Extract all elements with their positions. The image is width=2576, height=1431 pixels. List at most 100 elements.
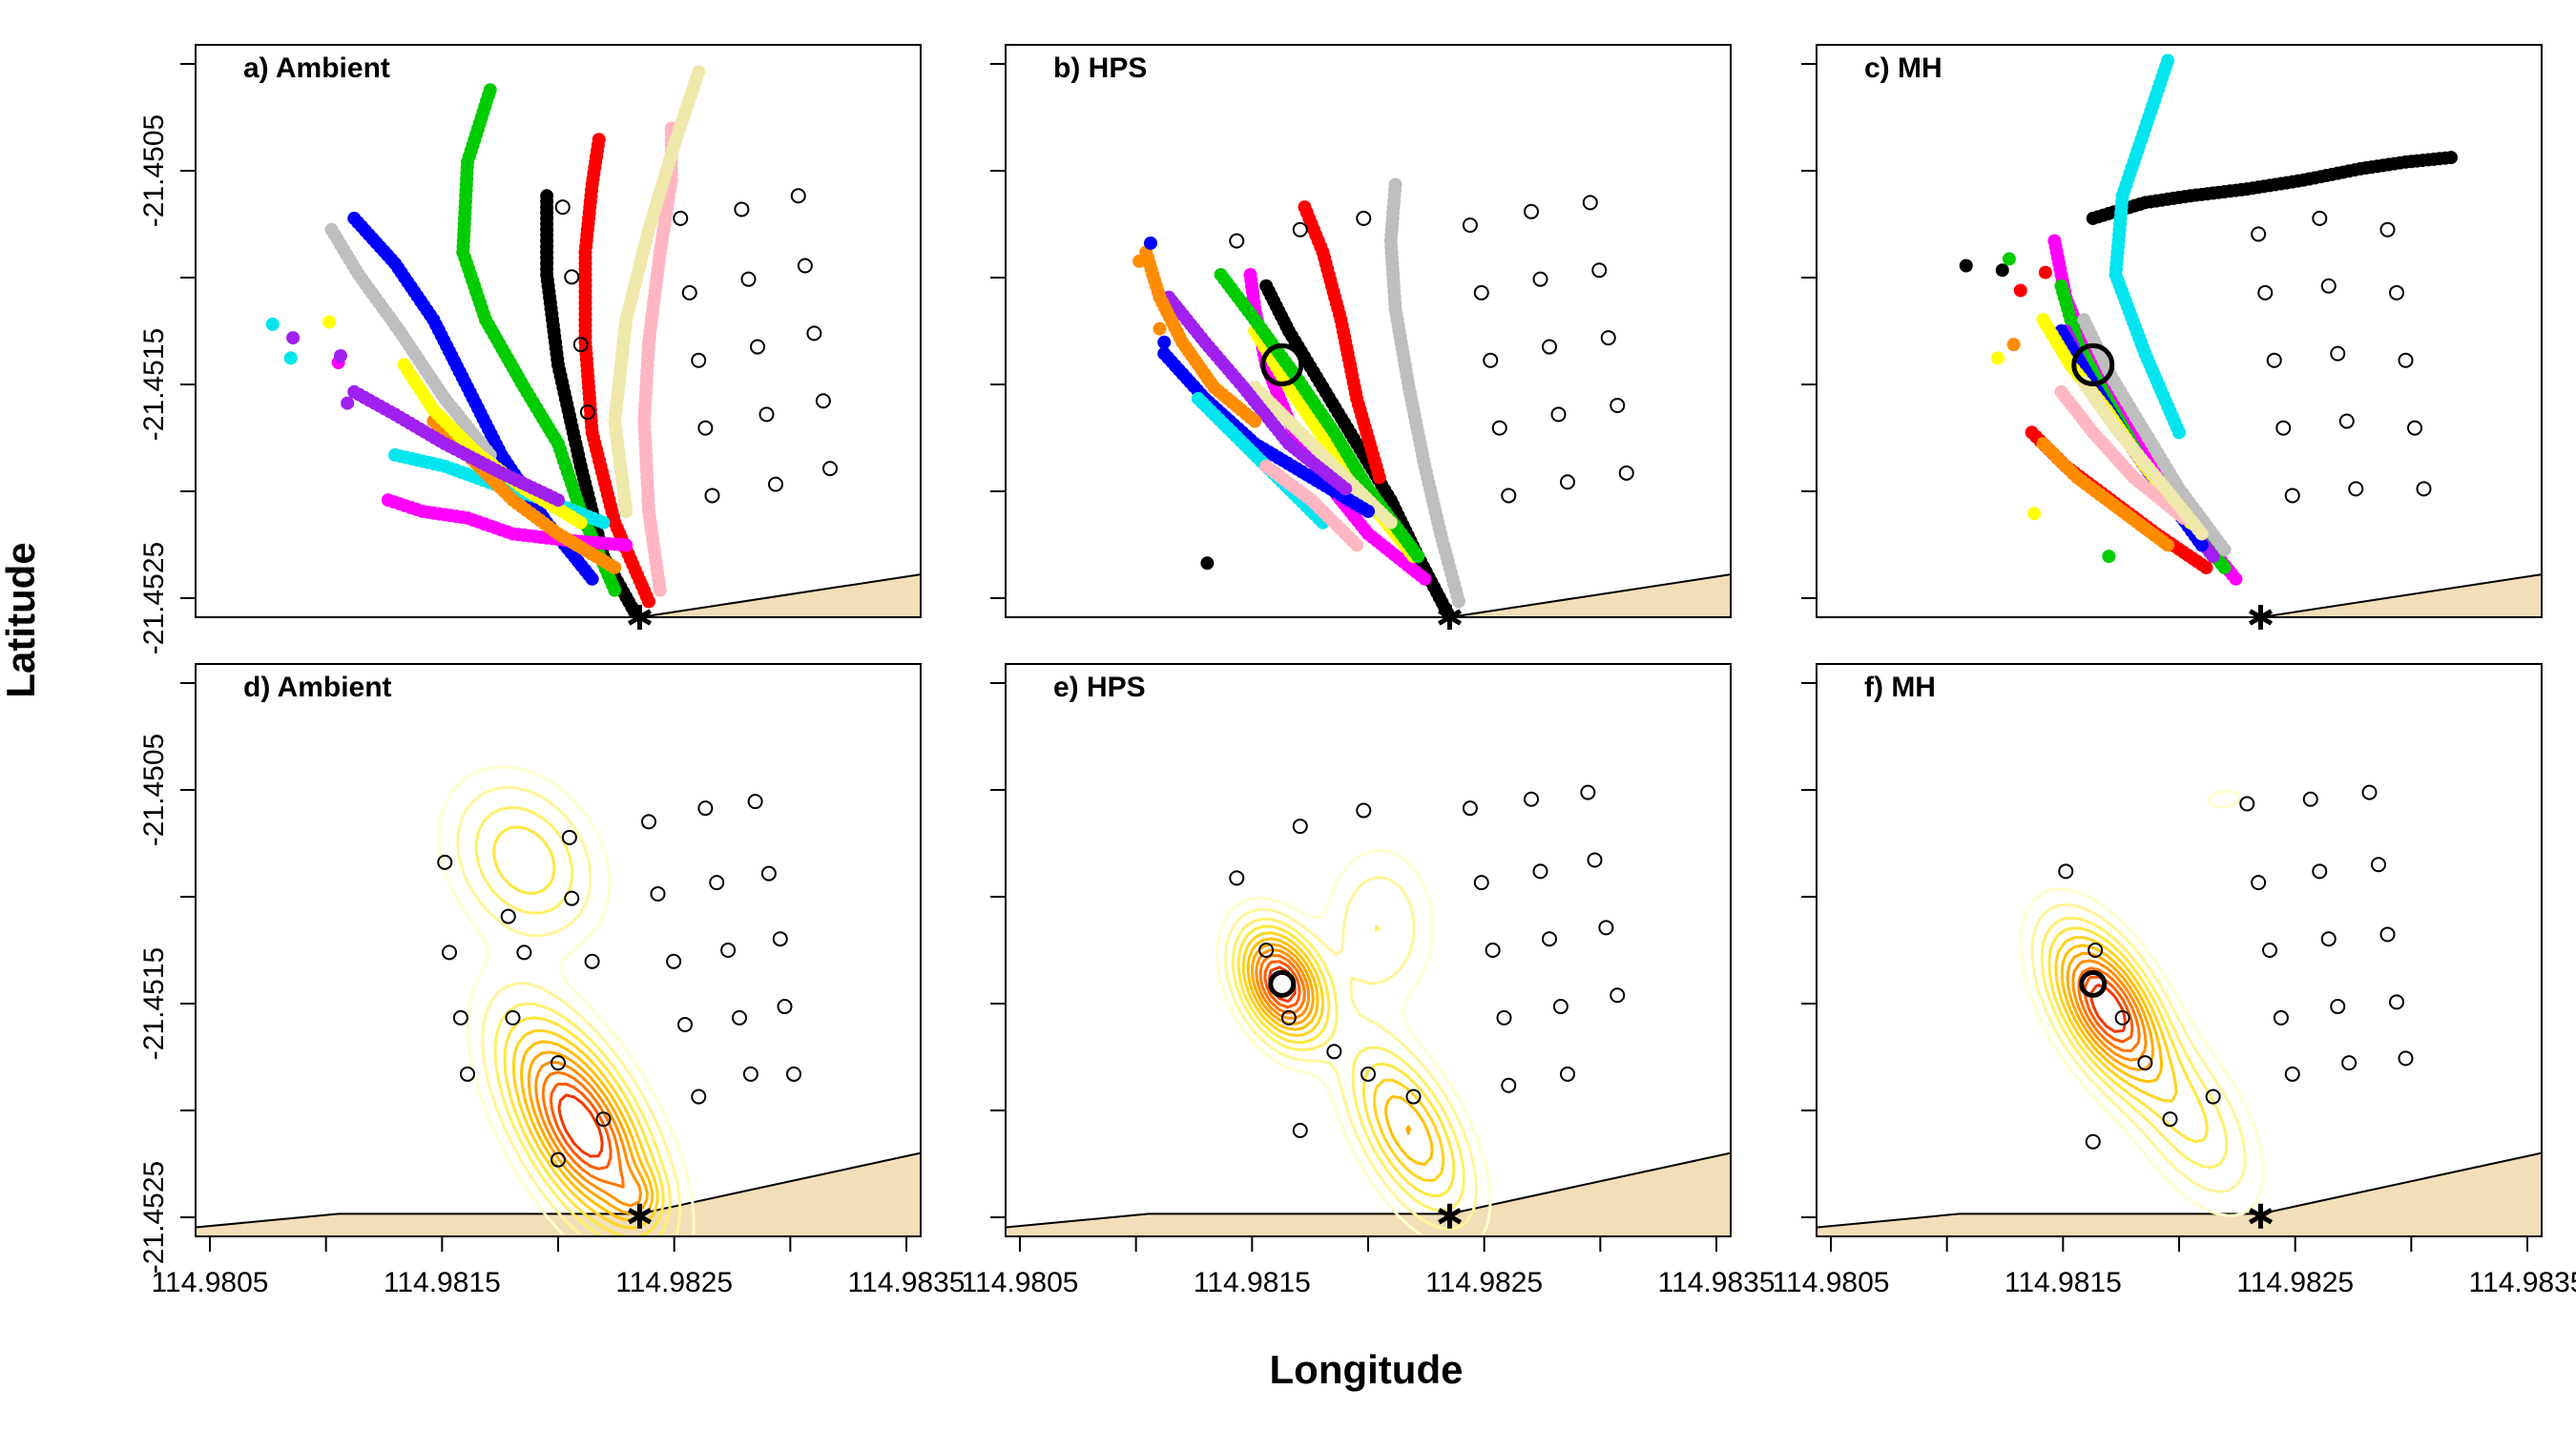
track-point bbox=[2161, 53, 2175, 68]
track-point bbox=[2054, 279, 2068, 293]
station-marker bbox=[437, 854, 453, 870]
station-marker bbox=[1280, 1009, 1297, 1026]
panel-title: b) HPS bbox=[1053, 52, 1147, 84]
station-marker bbox=[1496, 1009, 1512, 1026]
track-point bbox=[381, 493, 395, 508]
density-contour bbox=[2077, 966, 2141, 1052]
station-marker bbox=[572, 337, 589, 353]
coastline bbox=[1006, 1151, 1731, 1229]
station-marker bbox=[2416, 481, 2432, 497]
x-tick-label: 114.9825 bbox=[2236, 1267, 2354, 1298]
panel-frame bbox=[1816, 44, 2543, 618]
density-contour bbox=[2054, 936, 2178, 1103]
coastline bbox=[1817, 1151, 2542, 1229]
release-point-marker bbox=[1437, 1203, 1463, 1229]
x-tick-label: 114.9805 bbox=[152, 1267, 269, 1298]
station-marker bbox=[1582, 195, 1598, 211]
density-contour bbox=[1246, 937, 1434, 1167]
track-point bbox=[2025, 425, 2039, 440]
stray-track-point bbox=[2002, 252, 2016, 266]
station-marker bbox=[2088, 943, 2104, 958]
station-marker bbox=[1501, 1077, 1517, 1093]
station-marker bbox=[1462, 800, 1478, 817]
stray-track-point bbox=[1991, 351, 2005, 365]
station-marker bbox=[561, 829, 577, 845]
station-marker bbox=[786, 1066, 801, 1082]
x-tick-label: 114.9825 bbox=[615, 1267, 733, 1298]
station-marker bbox=[1552, 999, 1568, 1015]
land-area bbox=[1006, 574, 1731, 617]
plot-area bbox=[196, 65, 921, 617]
land-area bbox=[1817, 1152, 2542, 1236]
station-marker bbox=[2330, 999, 2346, 1015]
station-marker bbox=[551, 1151, 566, 1168]
station-marker bbox=[1532, 271, 1548, 287]
station-marker bbox=[677, 1016, 693, 1032]
station-marker bbox=[1587, 852, 1603, 868]
x-tick-label: 114.9805 bbox=[1773, 1267, 1890, 1298]
station-marker bbox=[595, 1111, 612, 1128]
station-marker bbox=[1491, 420, 1507, 436]
x-tick-label: 114.9835 bbox=[1658, 1267, 1776, 1298]
x-tick-label: 114.9805 bbox=[962, 1267, 1079, 1298]
station-marker bbox=[2162, 1111, 2178, 1128]
station-marker bbox=[1292, 819, 1308, 835]
station-marker bbox=[750, 339, 765, 355]
light-marker bbox=[2071, 342, 2115, 386]
density-contour bbox=[1263, 960, 1301, 1009]
panel-f: f) MH 114.9805 114.9815 114.9825 114.9835 bbox=[1773, 663, 2576, 1298]
track-point bbox=[324, 222, 339, 237]
station-marker bbox=[1542, 339, 1557, 355]
station-marker bbox=[806, 325, 822, 342]
light-marker bbox=[1260, 342, 1304, 386]
density-contour bbox=[520, 1040, 654, 1222]
track-point bbox=[388, 447, 402, 462]
station-marker bbox=[2302, 791, 2318, 807]
station-marker bbox=[732, 1009, 747, 1026]
density-contour bbox=[474, 806, 672, 1236]
plot-area bbox=[196, 765, 921, 1236]
stray-track-point bbox=[2038, 265, 2052, 280]
panel-c: c) MH bbox=[1801, 44, 2543, 630]
density-contour bbox=[492, 825, 665, 1236]
station-marker bbox=[2273, 1009, 2289, 1026]
stray-track-point bbox=[1200, 556, 1215, 570]
light-marker bbox=[1268, 969, 1297, 998]
track-point bbox=[483, 83, 497, 97]
station-marker bbox=[2361, 784, 2378, 800]
station-marker bbox=[2330, 345, 2346, 362]
station-marker bbox=[1580, 784, 1596, 800]
station-marker bbox=[691, 352, 707, 368]
density-contour bbox=[1250, 943, 1412, 1135]
station-marker bbox=[1600, 330, 1616, 346]
station-marker bbox=[1356, 210, 1372, 226]
station-marker bbox=[2398, 1050, 2414, 1067]
land-area bbox=[1006, 1152, 1731, 1236]
station-marker bbox=[697, 800, 714, 817]
station-marker bbox=[1292, 1122, 1308, 1138]
station-marker bbox=[1356, 802, 1372, 819]
track-point bbox=[592, 133, 606, 147]
stray-track-point bbox=[1959, 259, 1973, 273]
station-marker bbox=[2251, 226, 2267, 242]
stray-track-point bbox=[341, 396, 355, 410]
panel-b: b) HPS bbox=[990, 44, 1732, 630]
station-marker bbox=[442, 944, 457, 961]
station-marker bbox=[2257, 284, 2274, 301]
station-marker bbox=[2379, 221, 2396, 238]
density-contour bbox=[456, 785, 682, 1236]
station-marker bbox=[790, 188, 806, 204]
station-marker bbox=[1258, 943, 1275, 958]
stray-track-point bbox=[1995, 263, 2009, 278]
panel-e: e) HPS 114.9805 114.9815 114.9825 114.9835 bbox=[962, 663, 1776, 1298]
station-marker bbox=[2085, 1133, 2101, 1150]
station-marker bbox=[2341, 1055, 2358, 1071]
station-marker bbox=[2312, 210, 2328, 226]
station-marker bbox=[1524, 791, 1539, 807]
stray-track-point bbox=[334, 348, 347, 363]
x-tick-label: 114.9825 bbox=[1425, 1267, 1543, 1298]
density-contour bbox=[2040, 916, 2229, 1170]
station-marker bbox=[2058, 863, 2074, 880]
track-point bbox=[2077, 313, 2091, 327]
